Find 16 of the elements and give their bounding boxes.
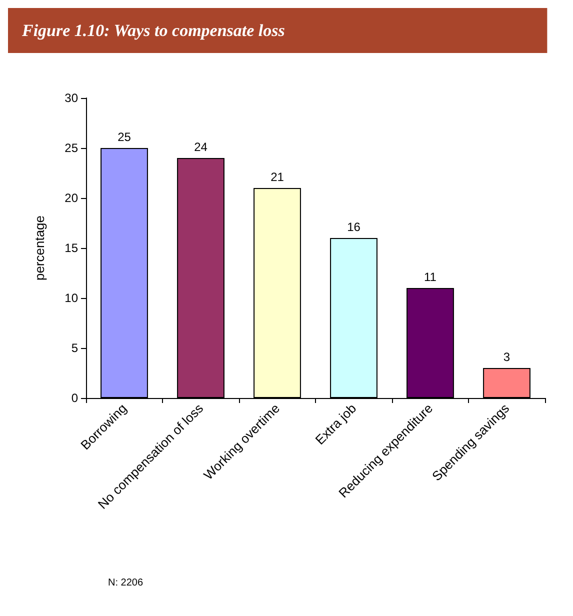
y-tick-label: 15 — [64, 241, 78, 255]
data-label: 16 — [347, 220, 361, 234]
y-tick-label: 25 — [64, 141, 78, 155]
data-label: 21 — [270, 170, 284, 184]
data-label: 3 — [503, 350, 510, 364]
text: N: 2206 — [108, 578, 144, 588]
chart-title: Figure 1.10: Ways to compensate loss — [21, 21, 286, 40]
y-tick-label: 5 — [71, 341, 78, 355]
y-tick-label: 30 — [64, 91, 78, 105]
data-label: 24 — [194, 140, 208, 154]
y-tick-label: 20 — [64, 191, 78, 205]
data-label: 25 — [118, 130, 132, 144]
y-tick-label: 0 — [71, 391, 78, 405]
data-label: 11 — [424, 270, 437, 284]
y-tick-label: 10 — [64, 291, 78, 305]
y-axis-title: percentage — [32, 215, 47, 281]
